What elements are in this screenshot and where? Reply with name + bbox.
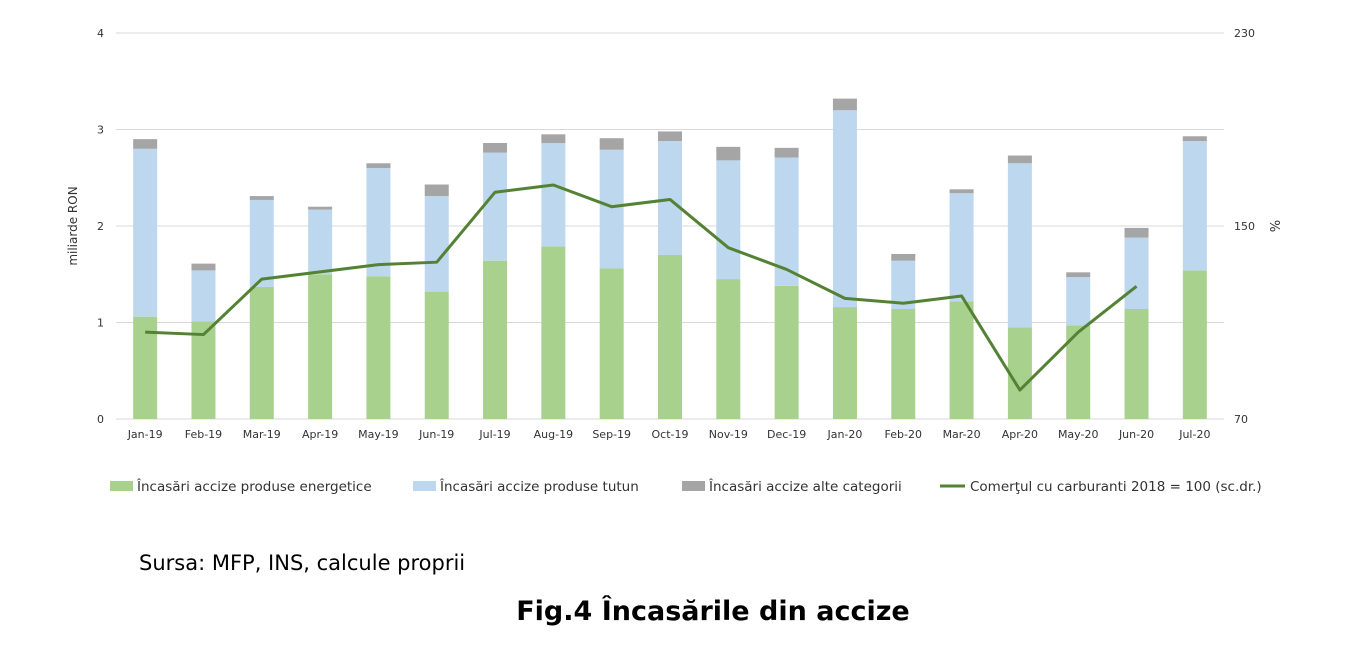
bar-segment xyxy=(658,131,682,142)
x-axis: Jan-19 Feb-19 Mar-19 Apr-19 May-19 Jun-19 Jul-… xyxy=(127,428,1211,441)
x-tick-label: Jun-20 xyxy=(1118,428,1154,441)
x-tick-label: Jan-20 xyxy=(826,428,862,441)
bar-segment xyxy=(249,286,274,419)
figure-title: Fig.4 Încasările din accize xyxy=(516,596,910,627)
y-axis-left: 0 1 2 3 4 xyxy=(97,27,104,426)
y-tick-label: 0 xyxy=(97,413,104,426)
bar-segment xyxy=(832,110,857,308)
line-series xyxy=(145,183,1138,392)
chart: 0 1 2 3 4 70 150 230 Jan-19 Feb-19 Mar-19 Apr-19 M… xyxy=(66,27,1281,495)
y-tick-label: 2 xyxy=(97,220,104,233)
legend-label: Comerţul cu carburanti 2018 = 100 (sc.dr… xyxy=(970,479,1262,495)
y2-axis-title: % xyxy=(1266,220,1281,232)
bar-segment xyxy=(891,253,916,261)
x-tick-label: Jun-19 xyxy=(418,428,454,441)
legend-label: Încasări accize alte categorii xyxy=(708,477,902,495)
bar-segment xyxy=(891,308,916,419)
bar-segment xyxy=(191,263,216,271)
bar-segment xyxy=(949,189,974,194)
x-tick-label: Mar-20 xyxy=(943,428,981,441)
x-tick-label: Sep-19 xyxy=(592,428,631,441)
x-tick-label: Jul-20 xyxy=(1178,428,1210,441)
bar-segment xyxy=(949,301,974,419)
x-tick-label: Aug-19 xyxy=(534,428,573,441)
bar-segment xyxy=(308,206,333,210)
bar-segment xyxy=(1124,227,1149,238)
bar-segment xyxy=(716,160,741,280)
bar-segment xyxy=(949,193,974,302)
bar-segment xyxy=(774,157,799,286)
bar-segment xyxy=(308,274,333,419)
bar-segment xyxy=(1124,237,1149,309)
bar-segment xyxy=(716,146,741,161)
x-tick-label: Mar-19 xyxy=(243,428,281,441)
x-tick-label: Apr-19 xyxy=(302,428,338,441)
bar-segment xyxy=(366,276,391,419)
legend-label: Încasări accize produse energetice xyxy=(136,477,372,495)
x-tick-label: Dec-19 xyxy=(767,428,806,441)
bars xyxy=(133,98,1207,419)
bar-segment xyxy=(366,163,391,169)
bar-segment xyxy=(1066,277,1091,326)
legend-swatch xyxy=(413,481,436,491)
y-tick-label: 3 xyxy=(97,124,104,137)
y2-tick-label: 70 xyxy=(1234,413,1248,426)
bar-segment xyxy=(424,196,449,292)
bar-segment xyxy=(1066,272,1091,278)
bar-segment xyxy=(774,147,799,158)
bar-segment xyxy=(541,143,566,247)
bar-segment xyxy=(599,149,624,269)
bar-segment xyxy=(832,307,857,419)
bar-segment xyxy=(1182,141,1207,271)
source-note: Sursa: MFP, INS, calcule proprii xyxy=(139,551,466,575)
legend-label: Încasări accize produse tutun xyxy=(439,477,639,495)
bar-segment xyxy=(716,279,741,419)
y-axis-title: miliarde RON xyxy=(66,186,80,265)
legend-swatch xyxy=(682,481,705,491)
bar-segment xyxy=(483,152,508,261)
bar-segment xyxy=(599,268,624,419)
legend-swatch xyxy=(110,481,133,491)
x-tick-label: Oct-19 xyxy=(652,428,689,441)
bar-segment xyxy=(599,138,624,150)
x-tick-label: Feb-20 xyxy=(885,428,922,441)
x-tick-label: Jan-19 xyxy=(127,428,163,441)
bar-segment xyxy=(483,260,508,419)
bar-segment xyxy=(483,143,508,153)
bar-segment xyxy=(133,139,158,149)
bar-segment xyxy=(366,168,391,277)
bar-segment xyxy=(658,254,682,419)
y-axis-right: 70 150 230 xyxy=(1234,27,1255,426)
bar-segment xyxy=(191,321,216,419)
legend: Încasări accize produse energetice Încasă… xyxy=(110,477,1262,495)
bar-segment xyxy=(1007,163,1032,328)
line-path xyxy=(145,183,1138,392)
bar-segment xyxy=(133,148,158,317)
x-tick-label: Jul-19 xyxy=(478,428,510,441)
bar-segment xyxy=(832,98,857,111)
x-tick-label: Feb-19 xyxy=(185,428,222,441)
y-tick-label: 1 xyxy=(97,317,104,330)
bar-segment xyxy=(1007,327,1032,419)
bar-segment xyxy=(191,270,216,322)
bar-segment xyxy=(541,246,566,419)
bar-segment xyxy=(308,209,333,275)
y-tick-label: 4 xyxy=(97,27,104,40)
bar-segment xyxy=(424,291,449,419)
y2-tick-label: 230 xyxy=(1234,27,1255,40)
bar-segment xyxy=(1007,155,1032,164)
x-tick-label: Nov-19 xyxy=(709,428,748,441)
bar-segment xyxy=(1182,136,1207,142)
bar-segment xyxy=(541,134,566,144)
x-tick-label: May-20 xyxy=(1058,428,1099,441)
x-tick-label: May-19 xyxy=(358,428,399,441)
x-tick-label: Apr-20 xyxy=(1002,428,1038,441)
bar-segment xyxy=(424,184,449,197)
bar-segment xyxy=(774,285,799,419)
y2-tick-label: 150 xyxy=(1234,220,1255,233)
bar-segment xyxy=(249,199,274,287)
bar-segment xyxy=(249,196,274,200)
bar-segment xyxy=(1124,308,1149,419)
bar-segment xyxy=(1182,270,1207,419)
